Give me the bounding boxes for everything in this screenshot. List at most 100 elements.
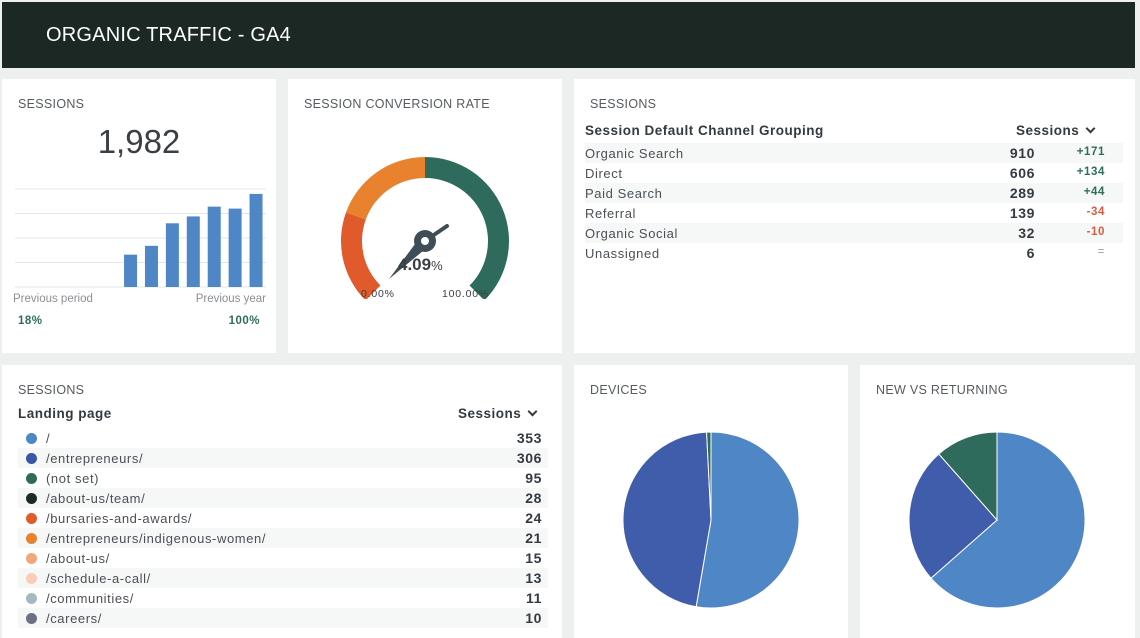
pie-slice bbox=[623, 432, 711, 607]
card-title: SESSIONS bbox=[18, 383, 84, 397]
landing-page-row[interactable]: /entrepreneurs/306 bbox=[18, 448, 548, 468]
previous-year-label: Previous year bbox=[196, 293, 266, 305]
channel-sessions-value: 139 bbox=[1010, 205, 1035, 221]
sessions-bar bbox=[229, 209, 242, 287]
chevron-down-icon bbox=[528, 407, 538, 417]
channel-sessions-change: +44 bbox=[1084, 186, 1105, 198]
card-title: SESSIONS bbox=[590, 97, 656, 111]
channel-label: Referral bbox=[585, 206, 636, 221]
landing-page-row[interactable]: /careers/10 bbox=[18, 608, 548, 628]
landing-page-row[interactable]: /about-us/15 bbox=[18, 548, 548, 568]
sessions-kpi-card: SESSIONS 1,982 Previous period Previous … bbox=[2, 79, 276, 353]
landing-page-label: /about-us/ bbox=[46, 551, 110, 566]
landing-page-label: /entrepreneurs/ bbox=[46, 451, 143, 466]
landing-page-column-header[interactable]: Landing page bbox=[18, 406, 112, 421]
legend-dot-icon bbox=[26, 513, 37, 524]
channel-sessions-change: -34 bbox=[1087, 206, 1105, 218]
channel-label: Direct bbox=[585, 166, 623, 181]
landing-page-label: /schedule-a-call/ bbox=[46, 571, 151, 586]
channel-row[interactable]: Paid Search 289 +44 bbox=[585, 183, 1123, 203]
legend-dot-icon bbox=[26, 433, 37, 444]
conversion-rate-value: 4.09% bbox=[398, 255, 443, 275]
previous-period-pct: 18% bbox=[18, 315, 43, 327]
dashboard-title: ORGANIC TRAFFIC - GA4 bbox=[46, 24, 291, 47]
channel-sessions-value: 6 bbox=[1027, 245, 1035, 261]
channel-sessions-value: 32 bbox=[1018, 225, 1035, 241]
channel-label: Paid Search bbox=[585, 186, 662, 201]
landing-page-row[interactable]: /about-us/team/28 bbox=[18, 488, 548, 508]
legend-dot-icon bbox=[26, 593, 37, 604]
new-vs-returning-pie-chart bbox=[860, 425, 1135, 625]
sessions-column-label: Sessions bbox=[1016, 123, 1079, 138]
channel-sessions-change: = bbox=[1098, 246, 1105, 258]
gauge-min-label: 0.00% bbox=[361, 288, 395, 300]
channel-row[interactable]: Direct 606 +134 bbox=[585, 163, 1123, 183]
channel-row[interactable]: Unassigned 6 = bbox=[585, 243, 1123, 263]
sessions-bar bbox=[145, 246, 158, 287]
landing-page-sessions-value: 13 bbox=[525, 570, 542, 586]
conversion-rate-unit: % bbox=[431, 258, 443, 273]
landing-page-label: /bursaries-and-awards/ bbox=[46, 511, 192, 526]
channel-row[interactable]: Organic Search 910 +171 bbox=[585, 143, 1123, 163]
card-title: NEW VS RETURNING bbox=[876, 383, 1008, 397]
sessions-bar bbox=[187, 216, 200, 287]
devices-card: DEVICES bbox=[574, 365, 848, 638]
channel-grouping-card: SESSIONS Session Default Channel Groupin… bbox=[574, 79, 1135, 353]
channel-sessions-value: 289 bbox=[1010, 185, 1035, 201]
landing-page-sessions-value: 15 bbox=[525, 550, 542, 566]
sessions-bar bbox=[166, 223, 179, 287]
landing-page-label: /about-us/team/ bbox=[46, 491, 145, 506]
landing-page-row[interactable]: /schedule-a-call/13 bbox=[18, 568, 548, 588]
landing-page-label: / bbox=[46, 431, 50, 446]
devices-pie-chart bbox=[574, 425, 848, 625]
channel-column-header[interactable]: Session Default Channel Grouping bbox=[585, 123, 824, 138]
sessions-sort-header[interactable]: Sessions bbox=[1016, 123, 1094, 138]
channel-sessions-change: +171 bbox=[1077, 146, 1105, 158]
legend-dot-icon bbox=[26, 533, 37, 544]
chevron-down-icon bbox=[1086, 124, 1096, 134]
card-title: DEVICES bbox=[590, 383, 647, 397]
sessions-bar bbox=[208, 207, 221, 287]
landing-page-card: SESSIONS Landing page Sessions / 353/entr… bbox=[2, 365, 562, 638]
landing-page-sessions-value: 10 bbox=[525, 610, 542, 626]
conversion-rate-card: SESSION CONVERSION RATE 4.09% 0.00% 100.… bbox=[288, 79, 562, 353]
channel-row[interactable]: Referral 139 -34 bbox=[585, 203, 1123, 223]
card-title: SESSIONS bbox=[18, 97, 84, 111]
landing-page-row[interactable]: (not set) 95 bbox=[18, 468, 548, 488]
channel-sessions-change: +134 bbox=[1077, 166, 1105, 178]
previous-year-pct: 100% bbox=[229, 315, 260, 327]
legend-dot-icon bbox=[26, 453, 37, 464]
channel-label: Unassigned bbox=[585, 246, 660, 261]
gauge-max-label: 100.00% bbox=[442, 288, 489, 300]
landing-page-sessions-value: 11 bbox=[526, 590, 542, 606]
gauge-segment-mid bbox=[346, 157, 425, 219]
channel-label: Organic Social bbox=[585, 226, 678, 241]
conversion-rate-number: 4.09 bbox=[398, 255, 431, 274]
channel-sessions-value: 606 bbox=[1010, 165, 1035, 181]
sessions-sort-header[interactable]: Sessions bbox=[458, 406, 536, 421]
landing-page-sessions-value: 21 bbox=[525, 530, 542, 546]
landing-page-row[interactable]: /bursaries-and-awards/24 bbox=[18, 508, 548, 528]
new-vs-returning-card: NEW VS RETURNING bbox=[860, 365, 1135, 638]
landing-page-sessions-value: 95 bbox=[525, 470, 542, 486]
sessions-column-label: Sessions bbox=[458, 406, 521, 421]
landing-page-row[interactable]: /entrepreneurs/indigenous-women/21 bbox=[18, 528, 548, 548]
landing-page-sessions-value: 306 bbox=[517, 450, 542, 466]
legend-dot-icon bbox=[26, 493, 37, 504]
gauge-segment-high bbox=[425, 157, 509, 299]
sessions-bar bbox=[250, 194, 263, 287]
gauge-hub-center bbox=[421, 237, 429, 245]
gauge-segment-low bbox=[341, 212, 380, 299]
channel-row[interactable]: Organic Social 32 -10 bbox=[585, 223, 1123, 243]
channel-label: Organic Search bbox=[585, 146, 684, 161]
landing-page-label: /communities/ bbox=[46, 591, 134, 606]
landing-page-label: /careers/ bbox=[46, 611, 102, 626]
channel-sessions-value: 910 bbox=[1010, 145, 1035, 161]
landing-page-sessions-value: 353 bbox=[517, 430, 542, 446]
channel-sessions-change: -10 bbox=[1087, 226, 1105, 238]
legend-dot-icon bbox=[26, 553, 37, 564]
sessions-bar bbox=[124, 255, 137, 287]
card-title: SESSION CONVERSION RATE bbox=[304, 97, 490, 111]
landing-page-row[interactable]: / 353 bbox=[18, 428, 548, 448]
landing-page-row[interactable]: /communities/11 bbox=[18, 588, 548, 608]
